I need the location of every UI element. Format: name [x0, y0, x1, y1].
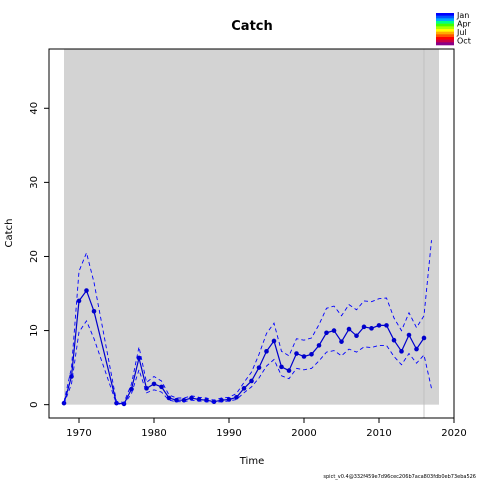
catch-point: [166, 395, 172, 401]
catch-point: [264, 349, 269, 354]
catch-point: [421, 335, 427, 341]
catch-point: [309, 351, 314, 357]
legend-color-swatch: [436, 34, 454, 38]
x-tick-label: 2000: [291, 428, 316, 439]
catch-point: [84, 288, 89, 293]
catch-point: [234, 394, 239, 400]
x-tick-label: 1970: [66, 428, 91, 439]
catch-point: [316, 343, 322, 348]
catch-point: [256, 365, 262, 370]
catch-point: [129, 386, 134, 392]
catch-point: [354, 333, 359, 339]
catch-point: [369, 326, 374, 331]
catch-point: [279, 364, 284, 370]
y-tick-label: 10: [29, 324, 40, 337]
catch-point: [226, 397, 232, 402]
legend-entry: Jan: [456, 11, 469, 20]
catch-point: [76, 298, 82, 304]
x-tick-label: 2020: [441, 428, 466, 439]
catch-point: [384, 323, 389, 328]
legend-color-swatch: [436, 18, 454, 22]
plot-frame: [48, 48, 455, 419]
catch-point: [136, 355, 142, 361]
y-axis: 0 10 20 30 40: [29, 102, 49, 408]
legend-color-swatch: [436, 31, 454, 35]
catch-point: [361, 324, 367, 330]
x-tick-label: 2010: [366, 428, 391, 439]
x-axis: 1970 1980 1990 2000 2010 2020: [66, 418, 467, 439]
legend-color-swatch: [436, 26, 454, 30]
legend-color-swatch: [436, 23, 454, 27]
y-tick-label: 0: [29, 401, 40, 407]
legend-color-swatch: [436, 21, 454, 24]
series-layer: [61, 240, 432, 407]
y-axis-label: Catch: [4, 219, 15, 248]
catch-point: [249, 378, 254, 384]
legend-color-swatch: [436, 15, 454, 19]
legend-color-swatch: [436, 39, 454, 43]
catch-point: [346, 326, 352, 332]
catch-point: [376, 323, 382, 328]
legend-entry: Jul: [456, 28, 467, 37]
catch-point: [414, 346, 419, 352]
footnote: spict_v0.4@332f459e7d96cec206b7aca803fdb…: [323, 474, 476, 480]
catch-point: [301, 354, 307, 359]
catch-point: [91, 309, 97, 314]
y-tick-label: 20: [29, 250, 40, 263]
catch-point: [324, 330, 329, 336]
y-tick-label: 30: [29, 176, 40, 189]
ci-line-1: [63, 240, 432, 403]
legend-color-swatch: [436, 13, 454, 16]
catch-point: [241, 386, 247, 391]
legend-entry: Oct: [457, 37, 471, 46]
catch-point: [189, 395, 194, 401]
chart-title: Catch: [231, 19, 273, 34]
catch-point: [399, 349, 404, 354]
x-tick-label: 1980: [141, 428, 166, 439]
catch-point: [294, 351, 299, 356]
x-tick-label: 1990: [216, 428, 241, 439]
catch-point: [406, 332, 412, 338]
y-tick-label: 40: [29, 102, 40, 115]
catch-point: [271, 338, 277, 344]
shaded-region: [64, 49, 439, 405]
ci-line-2: [63, 319, 432, 405]
catch-point: [391, 337, 397, 343]
catch-point: [151, 381, 157, 387]
catch-point: [159, 384, 164, 390]
catch-point: [286, 368, 292, 373]
x-axis-label: Time: [239, 456, 264, 467]
catch-point: [211, 399, 217, 404]
legend-color-swatch: [436, 37, 454, 40]
legend-color-swatch: [436, 29, 454, 32]
legend-entry: Apr: [457, 20, 472, 29]
catch-point: [339, 339, 344, 344]
catch-point: [331, 328, 337, 333]
legend-color-swatch: [436, 42, 454, 46]
